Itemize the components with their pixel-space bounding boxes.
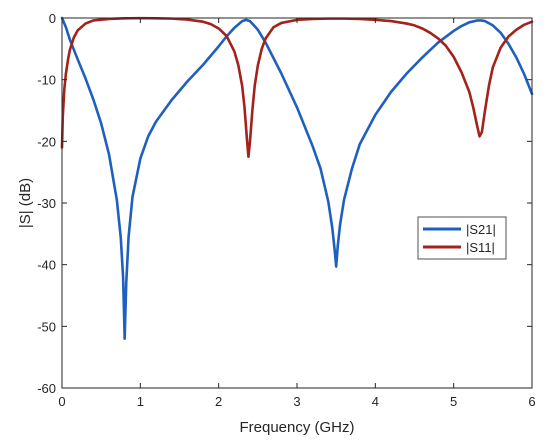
y-tick-label: -40	[37, 258, 56, 273]
series-layer	[60, 16, 534, 340]
x-tick-label: 5	[450, 394, 457, 409]
plot-area	[62, 18, 532, 388]
x-tick-label: 3	[293, 394, 300, 409]
y-tick-label: -30	[37, 196, 56, 211]
y-tick-label: -60	[37, 381, 56, 396]
legend-label-s11: |S11|	[466, 240, 495, 255]
legend-label-s21: |S21|	[466, 222, 496, 237]
x-tick-label: 6	[528, 394, 535, 409]
legend: |S21| |S11|	[417, 216, 507, 260]
ticks-layer: 0 1 2 3 4 5 6 0 -10 -20 -30 -40 -50 -60	[37, 11, 535, 409]
x-axis-title: Frequency (GHz)	[239, 419, 354, 436]
y-tick-label: -10	[37, 73, 56, 88]
y-axis-title: |S| (dB)	[17, 178, 34, 228]
y-tick-label: -20	[37, 134, 56, 149]
x-tick-label: 2	[215, 394, 222, 409]
y-tick-label: 0	[49, 11, 56, 26]
legend-box	[417, 216, 507, 260]
series-line-s21	[60, 16, 534, 340]
x-tick-label: 0	[58, 394, 65, 409]
x-tick-label: 4	[372, 394, 379, 409]
y-tick-label: -50	[37, 319, 56, 334]
series-line-s11	[60, 16, 534, 159]
x-tick-label: 1	[137, 394, 144, 409]
